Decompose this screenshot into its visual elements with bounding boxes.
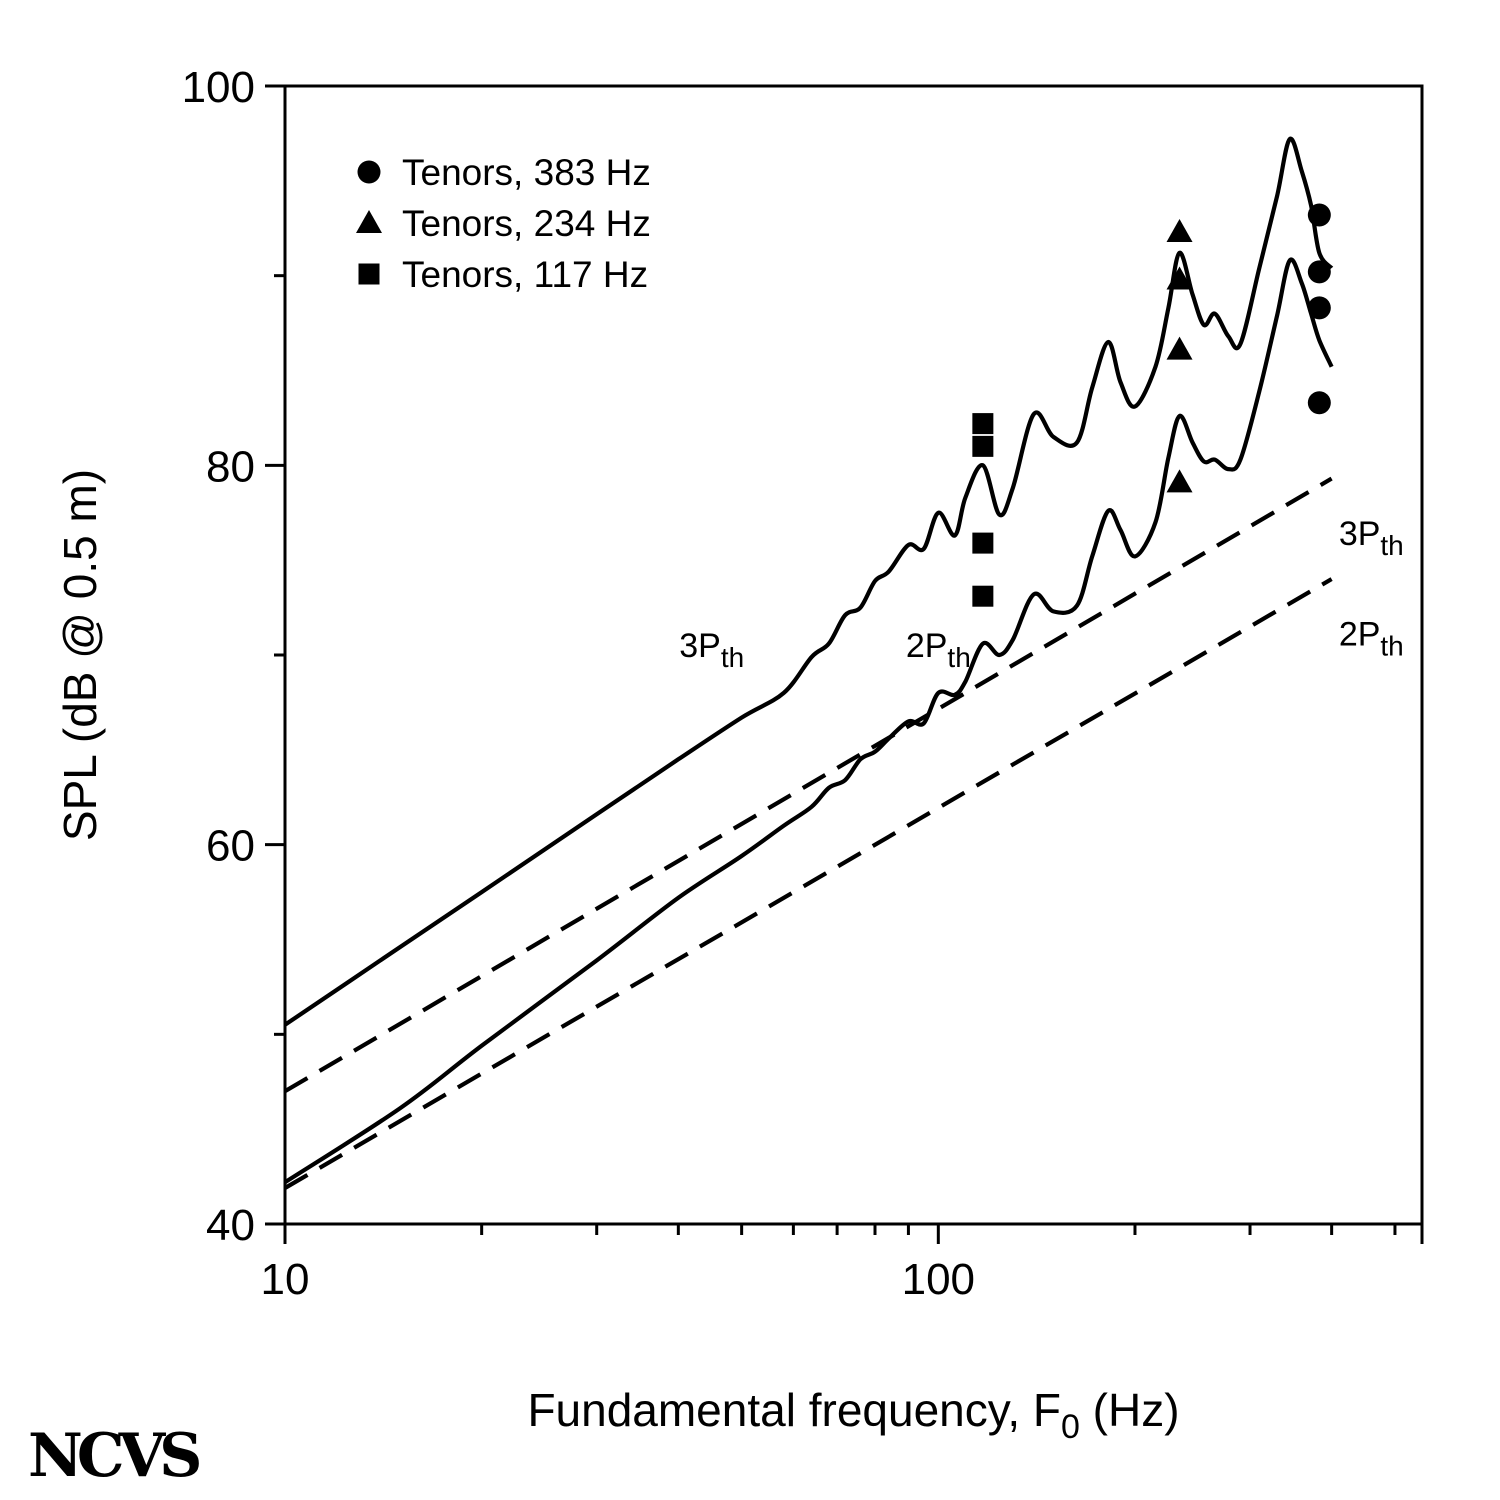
line-series-layer: [283, 136, 1334, 1190]
x-axis-title-tail: (Hz): [1080, 1384, 1180, 1436]
curve-label: 2Pth: [906, 627, 971, 673]
solid-line-3pth: [283, 136, 1334, 1027]
circle-data-point: [1307, 260, 1331, 284]
curve-label-main: 2P: [1339, 616, 1381, 654]
triangle-data-point: [1166, 219, 1193, 243]
curve-label: 3Pth: [1339, 515, 1404, 561]
y-tick-label: 40: [206, 1201, 255, 1250]
curve-label-main: 3P: [679, 627, 721, 665]
square-data-point: [972, 585, 994, 607]
curve-label: 2Pth: [1339, 616, 1404, 662]
dashed-line-2pth: [283, 577, 1333, 1190]
dashed-line-3pth: [283, 476, 1333, 1094]
legend-label: Tenors, 383 Hz: [402, 152, 651, 193]
y-axis-title: SPL (dB @ 0.5 m): [54, 469, 106, 841]
curve-label: 3Pth: [679, 627, 744, 673]
circle-data-point: [1307, 391, 1331, 415]
legend-label: Tenors, 234 Hz: [402, 203, 651, 244]
legend-triangle-marker: [356, 210, 382, 233]
triangle-data-point: [1166, 469, 1193, 493]
square-data-point: [972, 532, 994, 554]
y-tick-label: 60: [206, 822, 255, 871]
ncvs-logo: NCVS: [28, 1421, 203, 1491]
triangle-data-point: [1166, 336, 1193, 360]
scatter-markers-layer: [972, 203, 1331, 607]
circle-data-point: [1307, 296, 1331, 320]
curve-label-subscript: th: [947, 642, 970, 673]
triangle-data-point: [1166, 266, 1193, 290]
square-data-point: [972, 435, 994, 457]
circle-data-point: [1307, 203, 1331, 227]
curve-label-subscript: th: [1380, 530, 1403, 561]
legend-square-marker: [358, 263, 380, 285]
legend-circle-marker: [357, 160, 381, 184]
axis-ticks-layer: 40 60 80 100 10 100: [182, 63, 1424, 1304]
y-tick-label: 80: [206, 442, 255, 491]
x-axis-title-subscript: 0: [1061, 1408, 1080, 1446]
legend-label: Tenors, 117 Hz: [402, 254, 648, 295]
y-tick-label: 100: [182, 63, 255, 112]
x-tick-label: 10: [261, 1255, 310, 1304]
square-data-point: [972, 413, 994, 435]
solid-line-2pth: [283, 257, 1334, 1185]
x-tick-label: 100: [902, 1255, 975, 1304]
curve-label-subscript: th: [721, 642, 744, 673]
legend: Tenors, 383 Hz Tenors, 234 Hz Tenors, 117 …: [356, 152, 651, 295]
x-axis-title: Fundamental frequency, F0 (Hz): [527, 1384, 1179, 1446]
curve-label-main: 3P: [1339, 515, 1381, 553]
curve-label-subscript: th: [1380, 631, 1403, 662]
curve-label-main: 2P: [906, 627, 948, 665]
